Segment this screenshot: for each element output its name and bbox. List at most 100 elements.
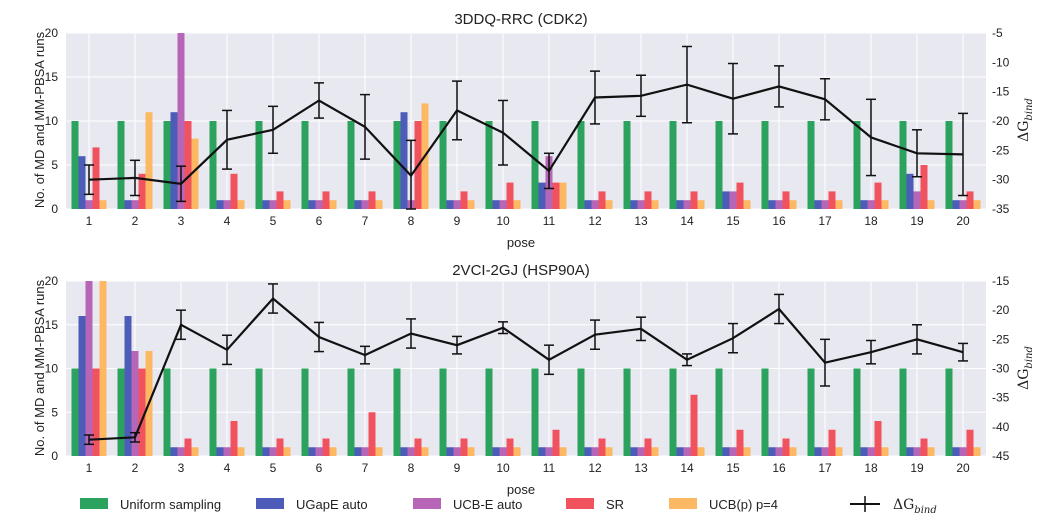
x-tick-label: 9 — [454, 461, 461, 475]
x-tick-label: 6 — [316, 214, 323, 228]
y2-axis-label-sub: bind — [1024, 346, 1035, 368]
x-tick-label: 5 — [270, 214, 277, 228]
bar-ucb-p-p-4 — [651, 200, 659, 209]
bar-ucb-p-p-4 — [237, 447, 245, 456]
bar-uniform-sampling — [761, 121, 769, 209]
dg-bind-line — [88, 296, 964, 441]
bar-ugape-auto — [446, 447, 454, 456]
bar-ucb-e-auto — [867, 447, 875, 456]
bar-ucb-p-p-4 — [329, 447, 337, 456]
bar-sr — [230, 421, 238, 456]
bar-ugape-auto — [354, 447, 362, 456]
bar-ugape-auto — [170, 447, 178, 456]
bar-ucb-p-p-4 — [927, 447, 935, 456]
bar-uniform-sampling — [439, 121, 447, 209]
bar-ugape-auto — [814, 200, 822, 209]
bar-sr — [230, 173, 238, 209]
bar-sr — [644, 438, 652, 456]
bar-ucb-p-p-4 — [375, 200, 383, 209]
bar-sr — [184, 438, 192, 456]
x-tick-label: 7 — [362, 214, 369, 228]
bar-uniform-sampling — [531, 121, 539, 209]
bar-uniform-sampling — [623, 368, 631, 456]
x-tick-label: 4 — [224, 461, 231, 475]
bar-ucb-e-auto — [683, 200, 691, 209]
bar-ugape-auto — [262, 447, 270, 456]
x-tick-label: 18 — [864, 214, 878, 228]
y-tick-label: 0 — [51, 202, 58, 216]
bar-uniform-sampling — [347, 368, 355, 456]
bar-uniform-sampling — [301, 368, 309, 456]
legend-swatch — [80, 498, 108, 509]
bar-ucb-e-auto — [315, 200, 323, 209]
y2-axis-label-sub: bind — [1024, 98, 1035, 120]
bar-sr — [782, 438, 790, 456]
x-tick-label: 14 — [680, 461, 694, 475]
bar-ugape-auto — [308, 447, 316, 456]
bar-ugape-auto — [492, 447, 500, 456]
bar-ucb-p-p-4 — [191, 447, 199, 456]
bar-sr — [966, 191, 974, 209]
bar-ucb-p-p-4 — [835, 200, 843, 209]
bar-uniform-sampling — [71, 368, 79, 456]
x-tick-label: 16 — [772, 461, 786, 475]
bar-ugape-auto — [584, 200, 592, 209]
x-tick-label: 2 — [132, 214, 139, 228]
y-tick-label: 20 — [45, 26, 59, 40]
x-tick-label: 12 — [588, 214, 602, 228]
bar-ucb-p-p-4 — [467, 200, 475, 209]
bar-ucb-e-auto — [729, 447, 737, 456]
x-tick-label: 18 — [864, 461, 878, 475]
bar-ugape-auto — [124, 200, 132, 209]
bar-ucb-e-auto — [499, 200, 507, 209]
x-tick-label: 1 — [86, 461, 93, 475]
bar-ugape-auto — [722, 447, 730, 456]
bar-sr — [368, 191, 376, 209]
bar-ucb-e-auto — [269, 447, 277, 456]
x-tick-label: 9 — [454, 214, 461, 228]
bar-ugape-auto — [78, 156, 86, 209]
bar-ucb-p-p-4 — [329, 200, 337, 209]
bar-uniform-sampling — [485, 368, 493, 456]
x-tick-label: 14 — [680, 214, 694, 228]
bar-ucb-p-p-4 — [697, 447, 705, 456]
bar-uniform-sampling — [117, 368, 125, 456]
bar-sr — [966, 429, 974, 456]
bar-ugape-auto — [216, 200, 224, 209]
legend-label: UCB-E auto — [453, 497, 522, 512]
bar-sr — [138, 368, 146, 456]
y2-tick-label: -20 — [992, 303, 1010, 317]
y-tick-label: 0 — [51, 449, 58, 463]
hsp90a-chart-panel: 2VCI-2GJ (HSP90A) pose No. of MD and MM-… — [32, 262, 1035, 497]
x-axis-label: pose — [507, 482, 535, 497]
bar-ucb-e-auto — [85, 281, 93, 456]
y-tick-label: 5 — [51, 405, 58, 419]
bar-uniform-sampling — [577, 121, 585, 209]
bar-ucb-p-p-4 — [99, 200, 107, 209]
bar-sr — [598, 438, 606, 456]
y-tick-label: 15 — [45, 70, 59, 84]
bar-uniform-sampling — [807, 121, 815, 209]
bar-ucb-e-auto — [177, 33, 185, 209]
y-tick-label: 10 — [45, 362, 59, 376]
bar-ugape-auto — [400, 112, 408, 209]
chart-title: 2VCI-2GJ (HSP90A) — [452, 262, 590, 279]
bar-ucb-p-p-4 — [237, 200, 245, 209]
bar-ucb-p-p-4 — [927, 200, 935, 209]
bar-sr — [322, 191, 330, 209]
bar-sr — [552, 182, 560, 209]
bar-ugape-auto — [676, 447, 684, 456]
bar-uniform-sampling — [945, 368, 953, 456]
x-tick-label: 10 — [496, 461, 510, 475]
x-tick-label: 8 — [408, 461, 415, 475]
y2-tick-label: -40 — [992, 420, 1010, 434]
legend-label-base: ΔG — [893, 497, 914, 513]
legend-swatch — [413, 498, 441, 509]
bar-ucb-e-auto — [545, 447, 553, 456]
bar-uniform-sampling — [71, 121, 79, 209]
bar-ucb-e-auto — [269, 200, 277, 209]
bar-ucb-e-auto — [407, 447, 415, 456]
y2-axis-label-base: ΔG — [1016, 121, 1032, 142]
bar-ucb-p-p-4 — [743, 200, 751, 209]
bar-ucb-p-p-4 — [835, 447, 843, 456]
